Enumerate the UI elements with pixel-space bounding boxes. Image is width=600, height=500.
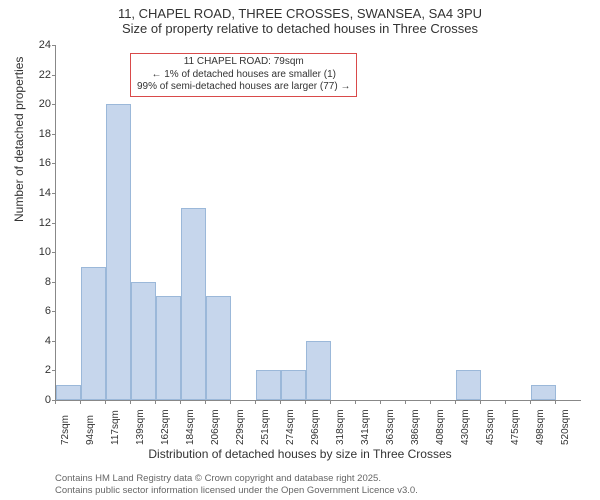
histogram-bar xyxy=(106,104,131,400)
x-tick-label: 408sqm xyxy=(435,409,446,445)
x-tick-label: 206sqm xyxy=(210,409,221,445)
y-tick-label: 8 xyxy=(26,276,51,288)
footer-line-1: Contains HM Land Registry data © Crown c… xyxy=(55,473,418,484)
x-axis-label: Distribution of detached houses by size … xyxy=(0,447,600,461)
histogram-bar xyxy=(156,296,181,400)
annotation-line-2: ← 1% of detached houses are smaller (1) xyxy=(137,69,350,82)
histogram-bar xyxy=(456,370,481,400)
annotation-line-1: 11 CHAPEL ROAD: 79sqm xyxy=(137,56,350,69)
x-tick-label: 453sqm xyxy=(485,409,496,445)
chart-title-1: 11, CHAPEL ROAD, THREE CROSSES, SWANSEA,… xyxy=(0,0,600,21)
histogram-bar xyxy=(131,282,156,400)
y-tick-label: 14 xyxy=(26,187,51,199)
y-tick-label: 12 xyxy=(26,217,51,229)
x-tick-label: 318sqm xyxy=(335,409,346,445)
histogram-bar xyxy=(531,385,556,400)
histogram-bar xyxy=(256,370,281,400)
y-tick-label: 18 xyxy=(26,128,51,140)
x-tick-label: 94sqm xyxy=(85,415,96,445)
y-tick-label: 2 xyxy=(26,364,51,376)
x-tick-label: 430sqm xyxy=(460,409,471,445)
x-tick-label: 363sqm xyxy=(385,409,396,445)
annotation-line-3: 99% of semi-detached houses are larger (… xyxy=(137,81,350,94)
y-axis-label: Number of detached properties xyxy=(12,57,26,222)
footer-line-2: Contains public sector information licen… xyxy=(55,485,418,496)
x-tick-label: 72sqm xyxy=(60,415,71,445)
y-tick-label: 22 xyxy=(26,69,51,81)
y-tick-label: 24 xyxy=(26,39,51,51)
y-tick-label: 20 xyxy=(26,98,51,110)
x-tick-label: 162sqm xyxy=(160,409,171,445)
x-tick-label: 386sqm xyxy=(410,409,421,445)
y-tick-label: 4 xyxy=(26,335,51,347)
histogram-bar xyxy=(206,296,231,400)
x-tick-label: 475sqm xyxy=(510,409,521,445)
x-tick-label: 520sqm xyxy=(560,409,571,445)
x-tick-label: 229sqm xyxy=(235,409,246,445)
histogram-bar xyxy=(81,267,106,400)
x-tick-label: 139sqm xyxy=(135,409,146,445)
x-tick-label: 117sqm xyxy=(110,410,121,445)
histogram-bar xyxy=(281,370,306,400)
annotation-box: 11 CHAPEL ROAD: 79sqm ← 1% of detached h… xyxy=(130,53,357,97)
chart-title-2: Size of property relative to detached ho… xyxy=(0,21,600,36)
y-tick-label: 16 xyxy=(26,157,51,169)
chart-plot-area: 024681012141618202224 11 CHAPEL ROAD: 79… xyxy=(55,45,580,400)
x-tick-label: 296sqm xyxy=(310,409,321,445)
y-tick-label: 10 xyxy=(26,246,51,258)
histogram-bar xyxy=(56,385,81,400)
x-tick-label: 498sqm xyxy=(535,409,546,445)
x-tick-label: 341sqm xyxy=(360,409,371,445)
x-tick-label: 184sqm xyxy=(185,409,196,445)
histogram-bar xyxy=(306,341,331,400)
x-tick-label: 251sqm xyxy=(260,409,271,445)
histogram-bar xyxy=(181,208,206,400)
y-tick-label: 6 xyxy=(26,305,51,317)
x-tick-label: 274sqm xyxy=(285,409,296,445)
chart-footer: Contains HM Land Registry data © Crown c… xyxy=(55,473,418,496)
y-tick-label: 0 xyxy=(26,394,51,406)
